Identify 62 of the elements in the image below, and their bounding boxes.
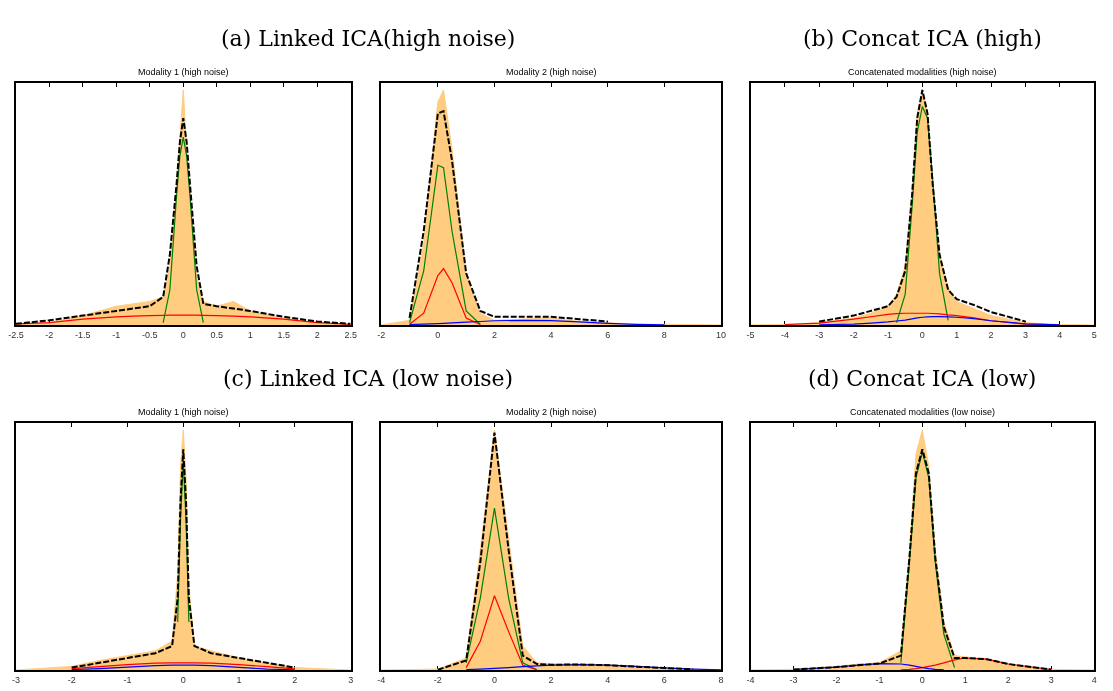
x-tick-label: -1.5 bbox=[75, 329, 91, 340]
x-tick-label: 4 bbox=[1057, 329, 1063, 340]
x-tick-label: 10 bbox=[715, 329, 726, 340]
x-tick-label: -3 bbox=[11, 674, 20, 685]
x-tick-label: -2 bbox=[67, 674, 76, 685]
x-tick-label: 2.5 bbox=[344, 329, 357, 340]
x-tick-label: -1 bbox=[883, 329, 892, 340]
chart-subtitle: Concatenated modalities (low noise) bbox=[850, 407, 996, 417]
x-tick-label: 0.5 bbox=[210, 329, 223, 340]
x-tick-label: 2 bbox=[292, 674, 298, 685]
chart-title: (c) Linked ICA (low noise) bbox=[223, 366, 514, 391]
x-tick-label: 2 bbox=[548, 674, 554, 685]
x-tick-label: 5 bbox=[1091, 329, 1097, 340]
x-tick-label: -2 bbox=[377, 329, 386, 340]
x-tick-label: 0 bbox=[919, 329, 925, 340]
x-tick-label: -2 bbox=[832, 674, 841, 685]
x-tick-label: 3 bbox=[1048, 674, 1054, 685]
x-tick-label: -2 bbox=[849, 329, 858, 340]
x-tick-label: 0 bbox=[919, 674, 925, 685]
chart-title: (a) Linked ICA(high noise) bbox=[221, 26, 516, 51]
x-tick-label: 2 bbox=[988, 329, 994, 340]
x-tick-label: 4 bbox=[548, 329, 554, 340]
chart-subtitle: Modality 2 (high noise) bbox=[506, 67, 597, 77]
x-tick-label: -4 bbox=[377, 674, 386, 685]
x-tick-label: 3 bbox=[348, 674, 354, 685]
chart-title: (d) Concat ICA (low) bbox=[808, 366, 1037, 391]
x-tick-label: 6 bbox=[661, 674, 667, 685]
x-tick-label: 1 bbox=[962, 674, 968, 685]
x-tick-label: 1 bbox=[236, 674, 242, 685]
x-tick-label: 1 bbox=[954, 329, 960, 340]
x-tick-label: 0 bbox=[180, 329, 186, 340]
chart-subtitle: Modality 1 (high noise) bbox=[138, 407, 229, 417]
x-tick-label: -4 bbox=[780, 329, 789, 340]
x-tick-label: 1.5 bbox=[277, 329, 290, 340]
x-tick-label: -4 bbox=[746, 674, 755, 685]
x-tick-label: 2 bbox=[1005, 674, 1011, 685]
x-tick-label: 2 bbox=[491, 329, 497, 340]
x-tick-label: -2.5 bbox=[8, 329, 24, 340]
x-tick-label: 3 bbox=[1022, 329, 1028, 340]
x-tick-label: 2 bbox=[314, 329, 320, 340]
chart-subtitle: Concatenated modalities (high noise) bbox=[848, 67, 997, 77]
x-tick-label: 0 bbox=[491, 674, 497, 685]
chart-subtitle: Modality 2 (high noise) bbox=[506, 407, 597, 417]
chart-subtitle: Modality 1 (high noise) bbox=[138, 67, 229, 77]
x-tick-label: 4 bbox=[1091, 674, 1097, 685]
x-tick-label: -5 bbox=[746, 329, 755, 340]
x-tick-label: 6 bbox=[605, 329, 611, 340]
x-tick-label: -1 bbox=[112, 329, 121, 340]
x-tick-label: 1 bbox=[247, 329, 253, 340]
x-tick-label: 0 bbox=[435, 329, 441, 340]
x-tick-label: 8 bbox=[661, 329, 667, 340]
x-tick-label: -0.5 bbox=[142, 329, 158, 340]
x-tick-label: -2 bbox=[45, 329, 54, 340]
x-tick-label: -3 bbox=[789, 674, 798, 685]
x-tick-label: -2 bbox=[433, 674, 442, 685]
x-tick-label: 4 bbox=[605, 674, 611, 685]
x-tick-label: -1 bbox=[875, 674, 884, 685]
x-tick-label: 8 bbox=[718, 674, 724, 685]
x-tick-label: 0 bbox=[180, 674, 186, 685]
x-tick-label: -1 bbox=[123, 674, 132, 685]
chart-title: (b) Concat ICA (high) bbox=[803, 26, 1042, 51]
x-tick-label: -3 bbox=[815, 329, 824, 340]
